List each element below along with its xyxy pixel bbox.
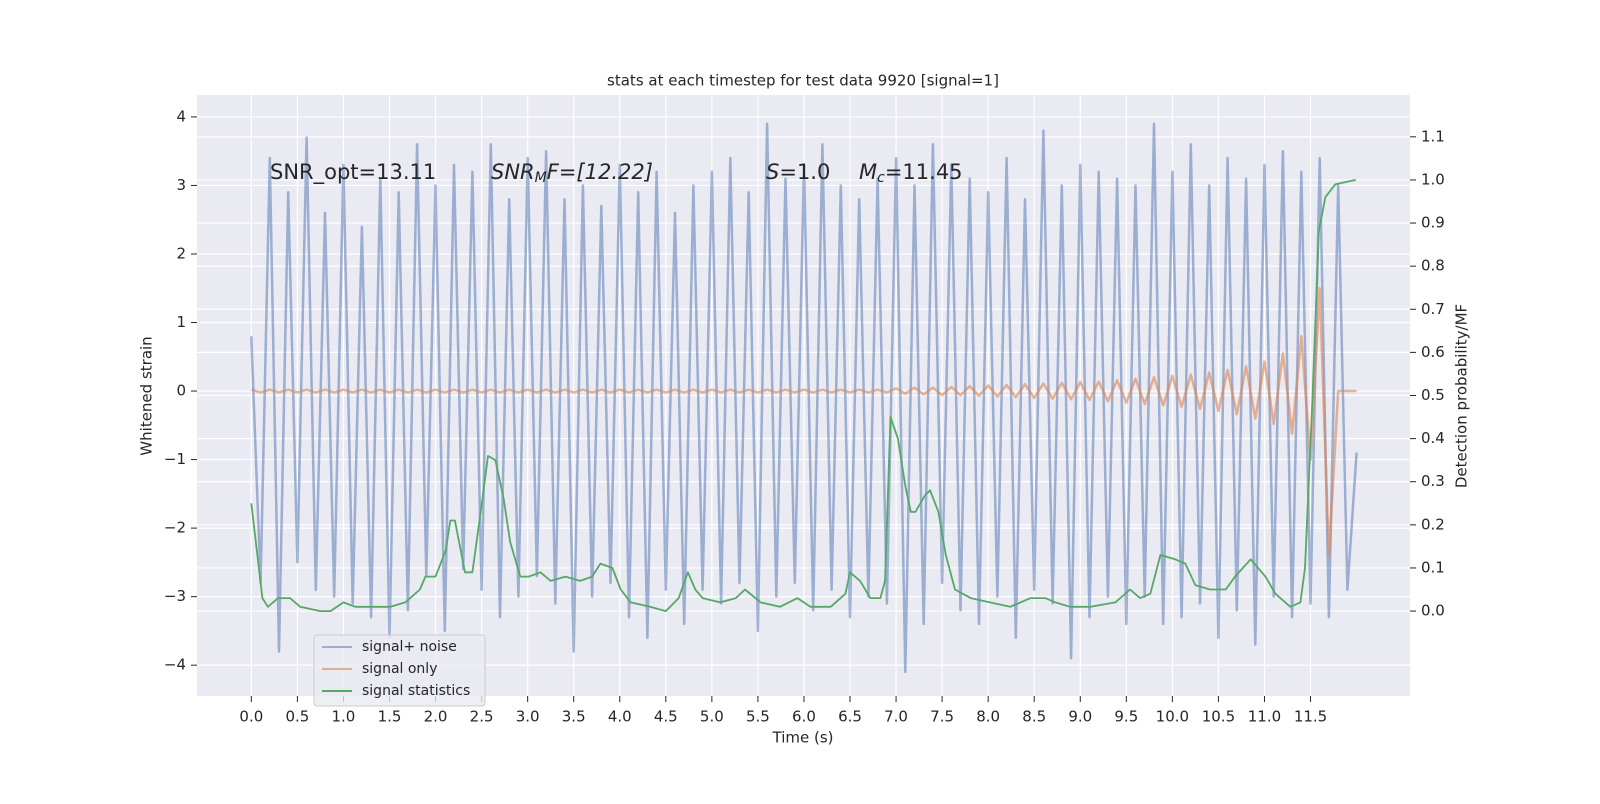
x-tick-label: 0.0 — [239, 708, 263, 726]
x-tick-label: 2.5 — [470, 708, 494, 726]
y2-tick-label: 0.1 — [1421, 558, 1445, 576]
y2-tick-label: 0.6 — [1421, 343, 1445, 361]
y-tick-label: 0 — [176, 382, 186, 400]
x-tick-label: 5.0 — [700, 708, 724, 726]
annotation-part: M — [859, 160, 877, 184]
chart-title: stats at each timestep for test data 992… — [607, 72, 999, 90]
x-tick-label: 6.0 — [792, 708, 816, 726]
x-axis-label: Time (s) — [772, 729, 834, 747]
legend-label: signal statistics — [362, 683, 470, 699]
annotation-part: F=[12.22] — [547, 160, 653, 184]
y2-tick-label: 0.7 — [1421, 300, 1445, 318]
y-tick-label: 2 — [176, 244, 186, 262]
y-tick-label: −2 — [164, 519, 186, 537]
y2-tick-label: 0.0 — [1421, 602, 1445, 620]
x-tick-label: 5.5 — [746, 708, 770, 726]
x-tick-label: 11.5 — [1294, 708, 1327, 726]
y2-tick-label: 0.9 — [1421, 214, 1445, 232]
legend-box — [313, 634, 486, 707]
y-tick-label: −3 — [164, 587, 186, 605]
y2-tick-label: 1.1 — [1421, 127, 1445, 145]
series-line — [250, 122, 1358, 674]
x-tick-label: 1.0 — [332, 708, 356, 726]
annotation: SNR_opt=13.11 — [270, 160, 436, 185]
legend-label: signal+ noise — [362, 639, 457, 655]
series-line — [250, 287, 1357, 557]
x-tick-label: 8.5 — [1022, 708, 1046, 726]
y-axis-label: Whitened strain — [138, 336, 156, 455]
annotation: Mc=11.45 — [859, 160, 963, 186]
x-tick-label: 9.5 — [1114, 708, 1138, 726]
x-tick-label: 1.5 — [378, 708, 402, 726]
x-tick-label: 7.5 — [930, 708, 954, 726]
y-tick-label: −4 — [164, 656, 186, 674]
y2-tick-label: 0.5 — [1421, 386, 1445, 404]
x-tick-label: 2.0 — [424, 708, 448, 726]
annotation-part: S — [766, 160, 779, 184]
x-tick-label: 4.5 — [654, 708, 678, 726]
x-tick-label: 0.5 — [285, 708, 309, 726]
annotation-part: =1.0 — [779, 160, 830, 184]
x-tick-label: 6.5 — [838, 708, 862, 726]
y2-tick-label: 0.3 — [1421, 472, 1445, 490]
y-tick-label: 1 — [176, 313, 186, 331]
annotation-part: c — [877, 170, 885, 186]
annotation-part: M — [535, 170, 547, 186]
series-line — [250, 179, 1356, 612]
y2-tick-label: 1.0 — [1421, 170, 1445, 188]
y2-tick-label: 0.8 — [1421, 257, 1445, 275]
annotation-part: SNR_opt=13.11 — [270, 160, 436, 185]
y2-tick-label: 0.2 — [1421, 515, 1445, 533]
y-tick-label: −1 — [164, 450, 186, 468]
x-tick-label: 4.0 — [608, 708, 632, 726]
legend-label: signal only — [362, 661, 437, 677]
y-tick-label: 4 — [176, 107, 186, 125]
x-tick-label: 10.5 — [1202, 708, 1235, 726]
x-tick-label: 8.0 — [976, 708, 1000, 726]
x-tick-label: 3.0 — [516, 708, 540, 726]
y2-tick-label: 0.4 — [1421, 429, 1445, 447]
x-tick-label: 7.0 — [884, 708, 908, 726]
x-tick-label: 11.0 — [1248, 708, 1281, 726]
y2-axis-label: Detection probability/MF — [1453, 304, 1471, 488]
y-tick-label: 3 — [176, 176, 186, 194]
annotation-part: SNR — [491, 160, 535, 184]
annotation: S=1.0 — [766, 160, 830, 184]
annotation-part: =11.45 — [885, 160, 963, 184]
annotation: SNRMF=[12.22] — [491, 160, 653, 186]
x-tick-label: 10.0 — [1156, 708, 1189, 726]
x-tick-label: 9.0 — [1068, 708, 1092, 726]
x-tick-label: 3.5 — [562, 708, 586, 726]
